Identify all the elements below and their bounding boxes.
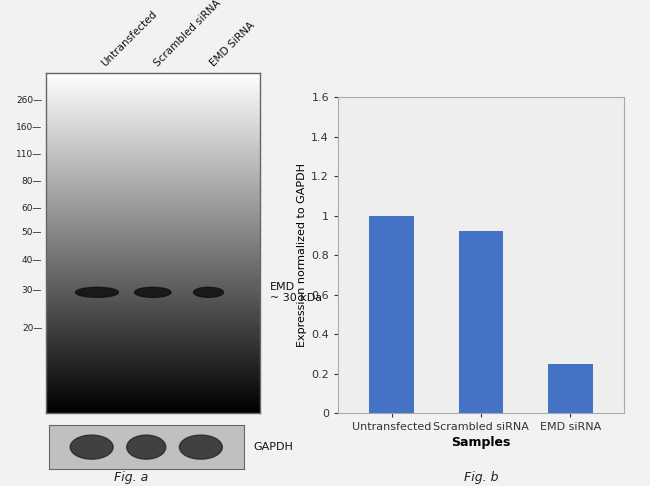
Ellipse shape — [70, 435, 113, 459]
Text: Fig. b: Fig. b — [463, 470, 499, 484]
Ellipse shape — [127, 435, 166, 459]
Text: Untransfected: Untransfected — [99, 9, 159, 68]
Text: Scrambled siRNA: Scrambled siRNA — [153, 0, 223, 68]
Text: 30—: 30— — [21, 286, 42, 295]
Text: 80—: 80— — [21, 177, 42, 186]
X-axis label: Samples: Samples — [451, 436, 511, 449]
Bar — [369, 216, 414, 413]
Ellipse shape — [194, 287, 224, 297]
Text: 110—: 110— — [16, 150, 42, 159]
Ellipse shape — [75, 287, 118, 297]
Text: GAPDH: GAPDH — [254, 442, 293, 452]
Y-axis label: Expression normalized to GAPDH: Expression normalized to GAPDH — [297, 163, 307, 347]
Text: 60—: 60— — [21, 205, 42, 213]
Text: Fig. a: Fig. a — [114, 470, 148, 484]
Text: 260—: 260— — [16, 96, 42, 104]
Bar — [548, 364, 593, 413]
Text: 50—: 50— — [21, 228, 42, 237]
Text: 40—: 40— — [22, 256, 42, 264]
Text: EMD
~ 30 kDa: EMD ~ 30 kDa — [270, 281, 322, 303]
Bar — [459, 231, 503, 413]
Ellipse shape — [135, 287, 171, 297]
Text: EMD SiRNA: EMD SiRNA — [209, 20, 257, 68]
Text: 20—: 20— — [22, 324, 42, 332]
Text: 160—: 160— — [16, 123, 42, 132]
Ellipse shape — [179, 435, 222, 459]
